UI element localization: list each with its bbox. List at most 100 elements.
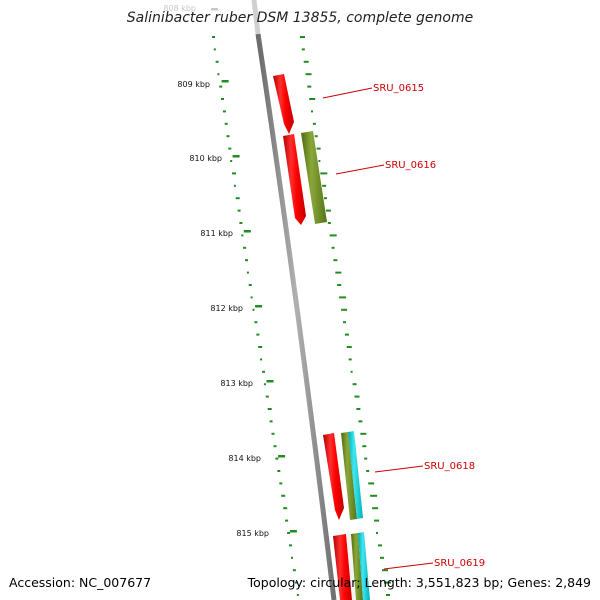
gc-tick-left (283, 507, 288, 510)
gene-features (273, 74, 370, 600)
gc-tick-left (254, 321, 258, 324)
gc-tick-left (215, 60, 219, 63)
kbp-major-tick (289, 530, 297, 533)
cds-block-olive-3[interactable] (351, 533, 363, 600)
gc-tick-right (360, 432, 367, 435)
kbp-label-814: 814 kbp (228, 454, 261, 463)
gc-tick-right (329, 234, 337, 237)
gc-tick-right (352, 383, 357, 386)
gc-tick-right (370, 494, 378, 497)
gc-tick-left (241, 234, 244, 237)
gc-tick-left (285, 519, 289, 522)
gc-tick-right (348, 358, 352, 361)
gc-tick-left (248, 284, 252, 286)
gc-tick-left (232, 172, 236, 175)
gc-tick-left (233, 184, 236, 187)
gc-tick-left (273, 445, 277, 448)
gc-tick-right (311, 110, 313, 113)
cds-block-olive-1[interactable] (301, 131, 327, 224)
cds-arrow-sru-0618[interactable] (323, 433, 344, 520)
gc-tick-right (301, 48, 305, 51)
gc-tick-left (287, 532, 291, 534)
gc-tick-left (212, 36, 215, 38)
leader-line-sru-0618 (374, 465, 424, 473)
kbp-major-tick (221, 80, 229, 83)
gene-label-sru-0619[interactable]: SRU_0619 (434, 558, 485, 569)
genome-backbone (255, 33, 337, 600)
gc-tick-left (228, 147, 232, 150)
gc-tick-left (292, 569, 296, 572)
gc-tick-right (314, 135, 318, 138)
kbp-label-815: 815 kbp (236, 529, 269, 538)
gc-tick-right (346, 346, 352, 348)
gc-tick-right (356, 408, 361, 410)
gc-tick-left (265, 395, 269, 398)
gc-tick-right (309, 98, 316, 100)
gc-tick-left (246, 271, 249, 274)
gc-tick-right (344, 333, 349, 336)
gc-tick-right (341, 308, 348, 311)
gc-tick-right (320, 172, 328, 175)
gc-track-right (300, 36, 391, 596)
gene-label-sru-0616[interactable]: SRU_0616 (385, 160, 436, 171)
gc-tick-right (324, 197, 327, 200)
gc-tick-right (300, 36, 305, 38)
gc-tick-left (291, 556, 293, 559)
leader-line-sru-0619 (383, 562, 434, 570)
gc-tick-right (333, 259, 338, 262)
gc-tick-right (318, 160, 321, 162)
kbp-label-809: 809 kbp (177, 80, 210, 89)
cds-block-olive-2[interactable] (341, 432, 357, 520)
kbp-major-tick (255, 305, 263, 308)
gc-tick-left (279, 482, 283, 485)
gc-tick-right (343, 321, 346, 324)
gc-tick-left (243, 246, 247, 249)
summary-text: Topology: circular; Length: 3,551,823 bp… (247, 575, 591, 590)
gc-tick-right (337, 284, 342, 286)
gc-tick-left (260, 358, 263, 361)
gc-tick-left (263, 383, 266, 386)
gc-tick-left (222, 110, 226, 113)
gc-tick-left (271, 432, 275, 435)
gc-tick-right (305, 73, 312, 76)
gc-tick-left (235, 197, 240, 200)
gc-tick-right (380, 556, 384, 559)
gc-tick-left (250, 296, 253, 299)
gc-tick-right (307, 85, 312, 88)
cds-arrow-sru-0615[interactable] (273, 74, 294, 134)
gc-tick-right (339, 296, 347, 299)
gc-tick-left (219, 85, 223, 88)
genome-backbone-top-fade (251, 0, 261, 35)
gc-tick-left (224, 122, 228, 125)
gc-tick-right (366, 470, 370, 472)
gene-label-sru-0618[interactable]: SRU_0618 (424, 461, 475, 472)
kbp-major-tick (278, 455, 286, 458)
gc-tick-right (325, 209, 331, 212)
gc-tick-left (252, 308, 255, 311)
gc-tick-left (230, 160, 233, 162)
gc-tick-right (384, 581, 391, 584)
gc-track-left (212, 36, 299, 596)
gc-tick-left (245, 259, 248, 262)
gc-tick-left (275, 457, 279, 460)
cds-arrow-sru-0616[interactable] (283, 134, 306, 225)
gc-tick-right (312, 122, 316, 125)
gc-tick-right (350, 370, 353, 373)
cds-arrow-sru-0619[interactable] (333, 534, 353, 600)
cds-block-cyan-2[interactable] (358, 532, 370, 600)
gc-tick-right (327, 222, 331, 224)
gc-tick-left (221, 98, 224, 100)
gc-tick-right (382, 569, 388, 572)
gc-tick-right (376, 532, 378, 534)
leader-line-sru-0616 (335, 164, 385, 175)
cds-block-cyan-1[interactable] (348, 431, 363, 519)
gc-tick-right (316, 147, 321, 150)
gene-leader-lines (322, 87, 434, 570)
gene-label-sru-0615[interactable]: SRU_0615 (373, 83, 424, 94)
kbp-major-tick (266, 380, 274, 383)
gc-tick-right (354, 395, 360, 398)
gc-tick-right (386, 594, 390, 596)
gc-tick-right (368, 482, 375, 485)
